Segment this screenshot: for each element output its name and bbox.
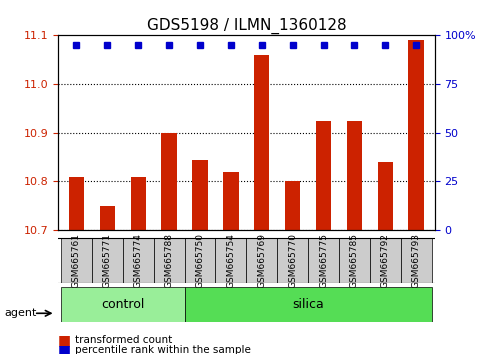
Text: silica: silica — [292, 298, 324, 311]
Text: transformed count: transformed count — [75, 335, 172, 345]
Text: GSM665770: GSM665770 — [288, 233, 297, 288]
FancyBboxPatch shape — [339, 238, 370, 283]
FancyBboxPatch shape — [61, 238, 92, 283]
FancyBboxPatch shape — [185, 287, 432, 322]
Bar — [378, 162, 393, 230]
FancyBboxPatch shape — [277, 238, 308, 283]
FancyBboxPatch shape — [308, 238, 339, 283]
FancyBboxPatch shape — [370, 238, 401, 283]
FancyBboxPatch shape — [92, 238, 123, 283]
FancyBboxPatch shape — [123, 238, 154, 283]
Text: GSM665775: GSM665775 — [319, 233, 328, 288]
Bar — [130, 177, 146, 230]
Text: control: control — [101, 298, 144, 311]
Text: GSM665754: GSM665754 — [227, 233, 235, 288]
Bar — [223, 172, 239, 230]
Bar — [254, 55, 270, 230]
FancyBboxPatch shape — [215, 238, 246, 283]
FancyBboxPatch shape — [154, 238, 185, 283]
Text: GSM665761: GSM665761 — [72, 233, 81, 288]
Text: agent: agent — [5, 308, 37, 318]
Bar — [285, 182, 300, 230]
Bar — [192, 160, 208, 230]
Text: percentile rank within the sample: percentile rank within the sample — [75, 346, 251, 354]
FancyBboxPatch shape — [246, 238, 277, 283]
FancyBboxPatch shape — [401, 238, 432, 283]
Bar — [161, 133, 177, 230]
Text: GSM665792: GSM665792 — [381, 233, 390, 288]
Text: GSM665769: GSM665769 — [257, 233, 266, 288]
Text: GSM665771: GSM665771 — [103, 233, 112, 288]
Text: GSM665750: GSM665750 — [196, 233, 204, 288]
Bar — [347, 121, 362, 230]
Text: ■: ■ — [58, 333, 71, 347]
FancyBboxPatch shape — [185, 238, 215, 283]
Bar — [409, 40, 424, 230]
Bar — [99, 206, 115, 230]
FancyBboxPatch shape — [61, 287, 185, 322]
Text: GSM665774: GSM665774 — [134, 233, 143, 288]
Text: GSM665793: GSM665793 — [412, 233, 421, 288]
Title: GDS5198 / ILMN_1360128: GDS5198 / ILMN_1360128 — [146, 18, 346, 34]
Text: ■: ■ — [58, 343, 71, 354]
Bar — [316, 121, 331, 230]
Text: GSM665788: GSM665788 — [165, 233, 173, 288]
Bar — [69, 177, 84, 230]
Text: GSM665785: GSM665785 — [350, 233, 359, 288]
